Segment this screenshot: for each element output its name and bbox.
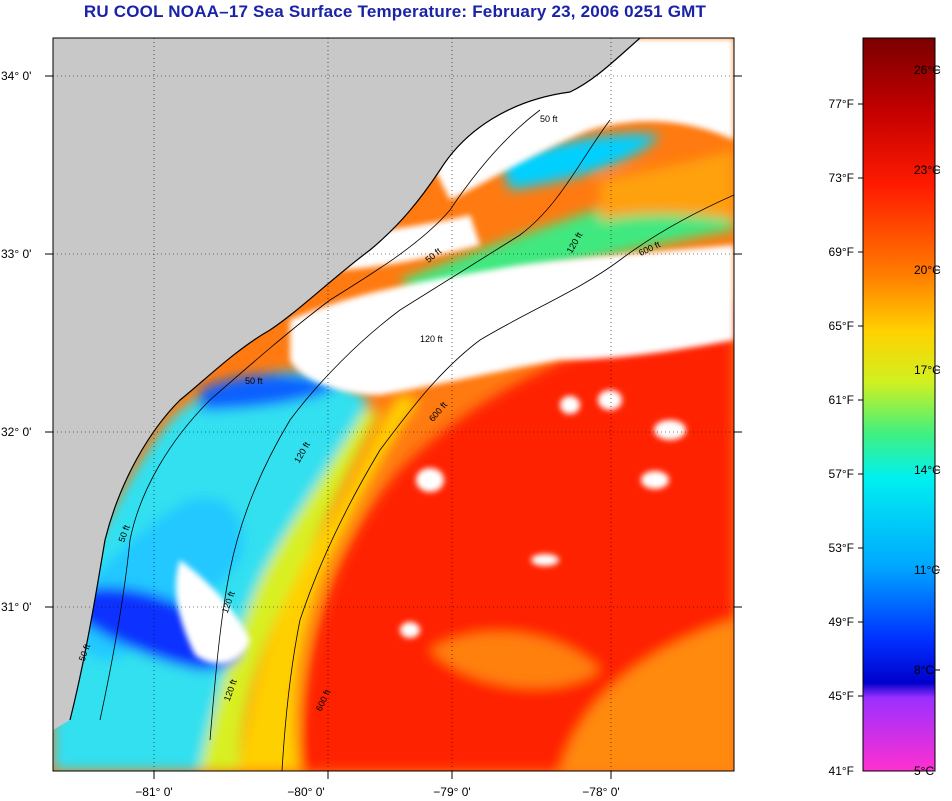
celsius-label: 14°C xyxy=(914,463,941,477)
celsius-label: 23°C xyxy=(914,163,941,177)
land xyxy=(53,38,640,730)
map-title: RU COOL NOAA–17 Sea Surface Temperature:… xyxy=(83,2,707,21)
lat-label-34: 34° 0' xyxy=(1,69,31,83)
fahrenheit-label: 45°F xyxy=(829,689,854,703)
fahrenheit-label: 73°F xyxy=(829,171,854,185)
lat-label-32: 32° 0' xyxy=(1,425,31,439)
fahrenheit-label: 53°F xyxy=(829,541,854,555)
color-scale-legend: 77°F 73°F 69°F 65°F 61°F 57°F 53°F 49°F … xyxy=(829,37,941,778)
contour-600ft xyxy=(281,194,734,771)
fahrenheit-label: 61°F xyxy=(829,393,854,407)
lon-label-79: −79° 0' xyxy=(433,785,470,799)
contour-120ft xyxy=(209,119,611,741)
fahrenheit-label: 69°F xyxy=(829,245,854,259)
contour-label: 50 ft xyxy=(245,376,263,386)
contour-label: 50 ft xyxy=(540,114,558,124)
cloud-mask xyxy=(175,38,734,664)
celsius-label: 8°C xyxy=(914,663,934,677)
axis-ticks xyxy=(45,75,742,779)
lat-label-31: 31° 0' xyxy=(1,600,31,614)
lon-label-81: −81° 0' xyxy=(135,785,172,799)
coastline xyxy=(69,38,641,721)
celsius-label: 5°C xyxy=(914,764,934,778)
lon-label-78: −78° 0' xyxy=(582,785,619,799)
celsius-label: 11°C xyxy=(914,563,940,577)
fahrenheit-label: 77°F xyxy=(829,97,854,111)
map-area: 50 ft 120 ft 600 ft 50 ft 120 ft 600 ft … xyxy=(53,38,734,771)
celsius-label: 26°C xyxy=(914,63,941,77)
fahrenheit-label: 65°F xyxy=(829,319,854,333)
graticule xyxy=(53,38,734,771)
celsius-label: 17°C xyxy=(914,363,941,377)
fahrenheit-label: 49°F xyxy=(829,615,854,629)
lat-label-33: 33° 0' xyxy=(1,247,31,261)
contour-50ft xyxy=(99,109,541,721)
sst-field xyxy=(53,133,734,771)
colorbar xyxy=(862,37,936,772)
fahrenheit-label: 41°F xyxy=(829,764,854,778)
contour-label: 120 ft xyxy=(420,334,443,344)
lon-label-80: −80° 0' xyxy=(287,785,324,799)
fahrenheit-label: 57°F xyxy=(829,467,854,481)
map-frame xyxy=(52,37,735,772)
celsius-label: 20°C xyxy=(914,263,941,277)
